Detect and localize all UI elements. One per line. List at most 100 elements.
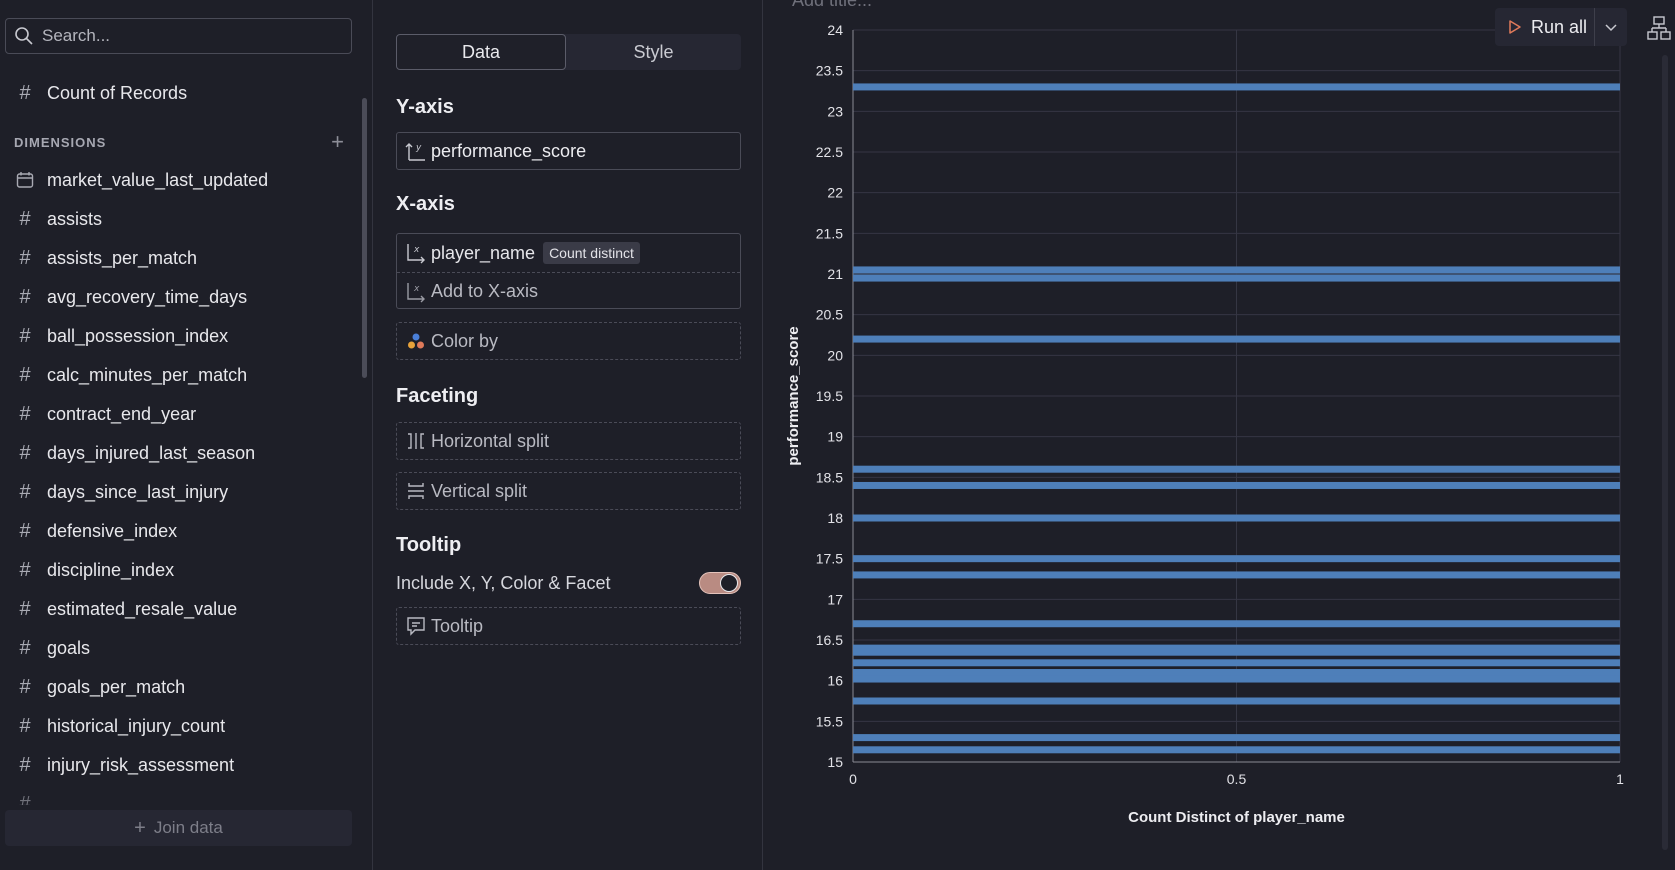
dimensions-label: DIMENSIONS xyxy=(14,134,107,150)
vertical-split-well[interactable]: Vertical split xyxy=(396,472,741,510)
sidebar-scrollbar[interactable] xyxy=(362,98,367,378)
tooltip-include-toggle[interactable] xyxy=(699,572,741,594)
run-all-button[interactable]: Run all xyxy=(1495,8,1595,46)
search-input[interactable] xyxy=(42,26,332,46)
bar[interactable] xyxy=(853,555,1620,563)
bar[interactable] xyxy=(853,514,1620,522)
dimension-item[interactable]: # calc_minutes_per_match xyxy=(14,360,247,390)
y-tick-label: 23 xyxy=(827,103,843,119)
bar-chart[interactable]: 15 15.5 16 16.5 17 17.5 18 18.5 19 19.5 20 20.5 21 21… xyxy=(764,0,1675,870)
dimension-item[interactable]: # assists xyxy=(14,204,102,234)
y-axis-field-label: performance_score xyxy=(431,140,587,161)
dimension-item[interactable]: # days_injured_last_season xyxy=(14,438,255,468)
horizontal-split-well[interactable]: Horizontal split xyxy=(396,422,741,460)
color-by-label: Color by xyxy=(431,330,499,351)
bar[interactable] xyxy=(853,746,1620,754)
bar[interactable] xyxy=(853,659,1620,667)
tab-data[interactable]: Data xyxy=(396,34,566,70)
bar[interactable] xyxy=(853,481,1620,489)
y-tick-label: 15 xyxy=(827,754,843,770)
dimension-item[interactable]: # ball_possession_index xyxy=(14,321,228,351)
add-title-input[interactable]: Add title... xyxy=(792,0,873,10)
add-to-x-axis[interactable]: x Add to X-axis xyxy=(397,272,740,310)
bar[interactable] xyxy=(853,697,1620,705)
y-axis-field-well[interactable]: y performance_score xyxy=(396,132,741,170)
bar[interactable] xyxy=(853,669,1620,677)
dimension-item[interactable]: # defensive_index xyxy=(14,516,177,546)
search-box[interactable] xyxy=(5,18,352,54)
dimension-label: days_since_last_injury xyxy=(47,481,229,502)
hash-icon: # xyxy=(19,675,31,698)
horizontal-split-icon xyxy=(408,433,424,449)
dimension-item[interactable]: market_value_last_updated xyxy=(14,165,268,195)
bar[interactable] xyxy=(853,648,1620,656)
bar[interactable] xyxy=(853,465,1620,473)
y-tick-label: 15.5 xyxy=(816,713,843,729)
x-tick-label: 0.5 xyxy=(1227,771,1247,787)
bar[interactable] xyxy=(853,571,1620,579)
x-axis-field-well: x player_name Count distinct x Add to X-… xyxy=(396,233,741,309)
dimension-label: defensive_index xyxy=(47,520,178,541)
dimension-item[interactable]: # avg_recovery_time_days xyxy=(14,282,247,312)
dimension-label: assists xyxy=(47,208,103,229)
color-by-well[interactable]: Color by xyxy=(396,322,741,360)
join-data-label: Join data xyxy=(153,818,223,837)
y-tick-label: 21 xyxy=(827,266,843,282)
x-axis-title: Count Distinct of player_name xyxy=(1128,809,1345,826)
dimension-item[interactable]: # historical_injury_count xyxy=(14,711,225,741)
dimension-label: calc_minutes_per_match xyxy=(47,364,248,385)
dimension-label: contract_end_year xyxy=(47,403,197,424)
bar[interactable] xyxy=(853,620,1620,628)
dimension-item[interactable]: # discipline_index xyxy=(14,555,174,585)
tooltip-field-well[interactable]: Tooltip xyxy=(396,607,741,645)
dimension-item[interactable]: # estimated_resale_value xyxy=(14,594,237,624)
hash-icon: # xyxy=(19,636,31,659)
bar[interactable] xyxy=(853,274,1620,282)
dimension-list: market_value_last_updated # assists # assist… xyxy=(0,165,360,805)
y-tick-label: 20 xyxy=(827,347,843,363)
tab-style[interactable]: Style xyxy=(633,41,674,62)
dimension-item[interactable]: # goals_per_match xyxy=(14,672,185,702)
svg-text:y: y xyxy=(415,143,422,153)
y-tick-label: 19.5 xyxy=(816,388,843,404)
bar[interactable] xyxy=(853,335,1620,343)
x-axis-title: X-axis xyxy=(396,193,455,215)
run-all-label: Run all xyxy=(1531,16,1588,37)
bar[interactable] xyxy=(853,734,1620,742)
chevron-down-icon xyxy=(1605,24,1617,32)
y-tick-label: 18.5 xyxy=(816,469,843,485)
chart-scrollbar[interactable] xyxy=(1662,55,1668,850)
tooltip-include-row: Include X, Y, Color & Facet xyxy=(396,572,741,594)
dimension-item-clipped[interactable]: # xyxy=(14,789,47,806)
dimension-item[interactable]: # goals xyxy=(14,633,90,663)
dimension-item[interactable]: # contract_end_year xyxy=(14,399,196,429)
dimension-item[interactable]: # days_since_last_injury xyxy=(14,477,228,507)
add-dimension-icon[interactable]: + xyxy=(331,129,344,154)
vertical-split-icon xyxy=(408,483,424,499)
bar[interactable] xyxy=(853,266,1620,274)
dimension-item[interactable]: # injury_risk_assessment xyxy=(14,750,234,780)
y-tick-label: 17 xyxy=(827,591,843,607)
aggregation-badge[interactable]: Count distinct xyxy=(543,242,640,264)
add-to-x-axis-label: Add to X-axis xyxy=(431,281,539,301)
y-tick-label: 16 xyxy=(827,673,843,689)
hash-icon: # xyxy=(19,597,31,620)
bar[interactable] xyxy=(853,675,1620,683)
chart-area: 15 15.5 16 16.5 17 17.5 18 18.5 19 19.5 20 20.5 21 21… xyxy=(764,0,1675,870)
x-axis-field[interactable]: x player_name Count distinct xyxy=(397,234,740,272)
y-tick-label: 20.5 xyxy=(816,307,843,323)
join-data-button[interactable]: + Join data xyxy=(5,810,352,846)
dimensions-header: DIMENSIONS + xyxy=(14,131,344,153)
chart-config-panel: Data Style Y-axis y performance_score X-… xyxy=(373,0,763,870)
vertical-split-label: Vertical split xyxy=(431,480,528,501)
bar[interactable] xyxy=(853,644,1620,652)
measure-count-of-records[interactable]: # Count of Records xyxy=(14,78,187,108)
layout-icon[interactable] xyxy=(1646,15,1672,41)
measure-label: Count of Records xyxy=(47,82,188,103)
dimension-item[interactable]: # assists_per_match xyxy=(14,243,197,273)
bar[interactable] xyxy=(853,83,1620,91)
hash-icon: # xyxy=(19,402,31,425)
hash-icon: # xyxy=(19,519,31,542)
x-axis-field-label: player_name xyxy=(431,242,536,263)
run-options-dropdown[interactable] xyxy=(1595,8,1627,46)
